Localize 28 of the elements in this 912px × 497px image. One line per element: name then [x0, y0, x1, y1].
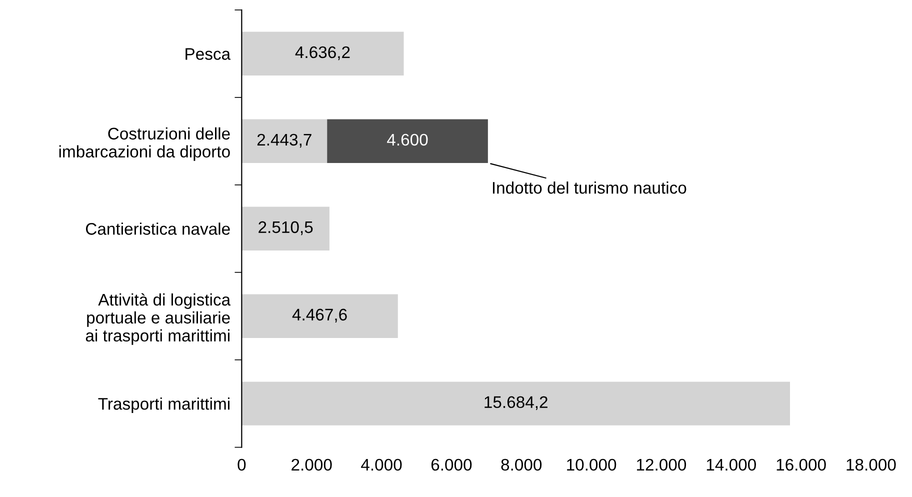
bar: [327, 119, 488, 164]
y-tick-label: Costruzioni delle imbarcazioni da diporto: [59, 127, 230, 161]
x-tick-label: 2.000: [292, 458, 332, 471]
y-tick-label: Pesca: [186, 48, 231, 60]
bar: [242, 32, 404, 76]
data-label: 4.467,6: [292, 308, 347, 323]
data-label: 4.636,2: [295, 46, 350, 60]
x-tick-label: 4.000: [361, 458, 402, 471]
x-tick-label: 18.000: [846, 458, 896, 471]
x-tick-label: 12.000: [636, 458, 686, 471]
data-label: 15.684,2: [484, 396, 548, 410]
x-tick-label: 0: [238, 458, 246, 471]
y-tick-label: Cantieristica navale: [86, 222, 230, 235]
x-tick-label: 16.000: [776, 458, 826, 471]
x-tick-label: 8.000: [501, 458, 542, 471]
x-tick-label: 6.000: [431, 458, 472, 471]
data-label: 4.600: [387, 134, 428, 146]
x-tick-label: 14.000: [706, 458, 756, 471]
bar: [242, 119, 328, 164]
series-label: Indotto del turismo nautico: [492, 181, 686, 194]
bar: [242, 382, 790, 426]
bar: [242, 294, 398, 338]
y-tick-label: Trasporti marittimi: [98, 398, 230, 414]
y-tick-label: Attività di logistica portuale e ausiliarie ai trasporti marittimi: [86, 293, 231, 345]
data-label: 2.510,5: [258, 221, 313, 236]
x-tick-label: 10.000: [567, 458, 616, 471]
data-label: 2.443,7: [257, 134, 312, 148]
bar: [242, 206, 330, 250]
